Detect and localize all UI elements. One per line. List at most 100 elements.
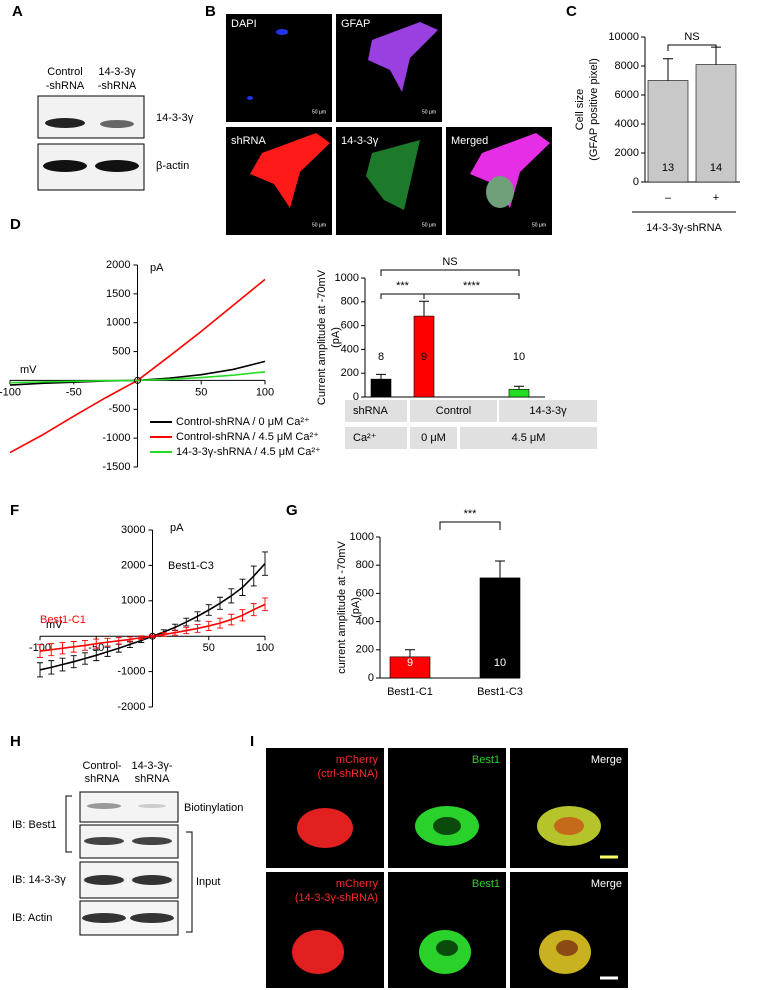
blot-box [37, 95, 145, 139]
nucleus [247, 96, 253, 100]
bar [647, 80, 689, 183]
bar [370, 378, 392, 398]
legend-label: 14-3-3γ-shRNA / 4.5 μM Ca²⁺ [176, 446, 321, 458]
cell [554, 817, 584, 835]
error-bar [514, 385, 524, 390]
significance-bracket [439, 521, 501, 530]
y-axis-label: (pA) [350, 597, 362, 618]
x-tick-label: Best1-C1 [387, 686, 433, 698]
scale-bar-label: 50 μm [532, 222, 546, 228]
y-tick-label: -1000 [117, 666, 145, 678]
cell [556, 940, 578, 956]
n-label: 8 [378, 351, 384, 363]
bracket [186, 831, 193, 933]
cell [366, 140, 420, 210]
panel-label: C [566, 3, 577, 20]
micrograph-label: shRNA [231, 135, 267, 147]
lane-label: -shRNA [46, 80, 85, 92]
panel-label: B [205, 3, 216, 20]
band [84, 837, 124, 845]
cell [292, 930, 344, 974]
micrographs-i: mCherry (ctrl-shRNA) Best1 Merge mCherry… [266, 748, 628, 988]
x-tick-label: 100 [256, 642, 274, 654]
table-text: Ca²⁺ [353, 432, 377, 444]
row-label: β-actin [156, 160, 189, 172]
error-bar [419, 300, 429, 317]
x-tick-label: 50 [203, 642, 215, 654]
y-tick-label: 1000 [335, 272, 359, 284]
cell [297, 808, 353, 848]
blot-h: Control- shRNA 14-3-3γ- shRNA IB: Best1 … [12, 760, 243, 936]
error-bar [405, 649, 415, 657]
y-axis-label: current amplitude at -70mV [336, 541, 348, 674]
n-label: 14 [710, 162, 722, 174]
blot-a: Control -shRNA 14-3-3γ -shRNA 14-3-3γ β-… [37, 66, 194, 191]
y-tick-label: -2000 [117, 701, 145, 713]
y-tick-label: -1500 [102, 461, 130, 473]
n-label: 10 [494, 657, 506, 669]
x-axis-label: mV [20, 364, 37, 376]
y-axis-label: Cell size [574, 89, 586, 131]
group-label: Input [196, 876, 220, 888]
x-axis-label: 14-3-3γ-shRNA [646, 222, 722, 234]
y-tick-label: 3000 [121, 524, 145, 536]
y-axis-label: (pA) [330, 327, 342, 348]
y-tick-label: 200 [341, 367, 359, 379]
panel-label: H [10, 733, 21, 750]
y-tick-label: -500 [108, 403, 130, 415]
panel-label: A [12, 3, 23, 20]
band [82, 913, 126, 923]
lane-label: -shRNA [98, 80, 137, 92]
cell [486, 176, 514, 208]
y-tick-label: 4000 [615, 118, 639, 130]
bar [479, 577, 521, 679]
x-axis-label: mV [46, 619, 63, 631]
lane-label: shRNA [135, 773, 171, 785]
micrograph-label: DAPI [231, 18, 257, 30]
scale-bar-label: 50 μm [422, 222, 436, 228]
cell [368, 22, 438, 92]
micrograph-label: 14-3-3γ [341, 135, 379, 147]
x-tick-label: -50 [66, 386, 82, 398]
significance-label: **** [463, 280, 481, 292]
group-label: Biotinylation [184, 802, 243, 814]
table-cell [410, 427, 457, 449]
table-text: shRNA [353, 405, 389, 417]
y-axis-label: Current amplitude at -70mV [316, 269, 328, 405]
panel-label: D [10, 216, 21, 233]
band [100, 120, 134, 128]
bar [695, 64, 737, 183]
micrograph-label: Merge [591, 754, 622, 766]
significance-bracket [380, 269, 520, 276]
micrograph-label: GFAP [341, 18, 370, 30]
table-cell [460, 427, 597, 449]
row-label: IB: 14-3-3γ [12, 874, 66, 886]
significance-bracket [380, 293, 425, 299]
y-tick-label: 1000 [121, 595, 145, 607]
series-label: Best1-C1 [40, 614, 86, 626]
significance-bracket [667, 44, 717, 51]
y-tick-label: 6000 [615, 89, 639, 101]
table-text: 14-3-3γ [529, 405, 567, 417]
error-bar [495, 560, 505, 578]
series-line [9, 370, 266, 384]
scale-bar-label: 50 μm [312, 222, 326, 228]
scale-bar-label: 50 μm [422, 109, 436, 115]
bar [508, 388, 530, 398]
panel-label: G [286, 502, 298, 519]
x-tick-label: – [665, 192, 672, 204]
x-tick-label: + [713, 192, 719, 204]
band [84, 875, 124, 885]
x-tick-label: 50 [195, 386, 207, 398]
error-bar [262, 597, 268, 612]
lane-label: 14-3-3γ- [132, 760, 173, 772]
series-line [39, 603, 266, 652]
band [45, 118, 85, 128]
x-tick-label: 100 [256, 386, 274, 398]
y-tick-label: -1000 [102, 432, 130, 444]
band [138, 804, 166, 808]
micrographs-b: DAPI 50 μm GFAP 50 μm shRNA 50 μm 14-3-3… [226, 14, 552, 235]
lane-label: Control- [82, 760, 121, 772]
y-tick-label: 2000 [121, 559, 145, 571]
